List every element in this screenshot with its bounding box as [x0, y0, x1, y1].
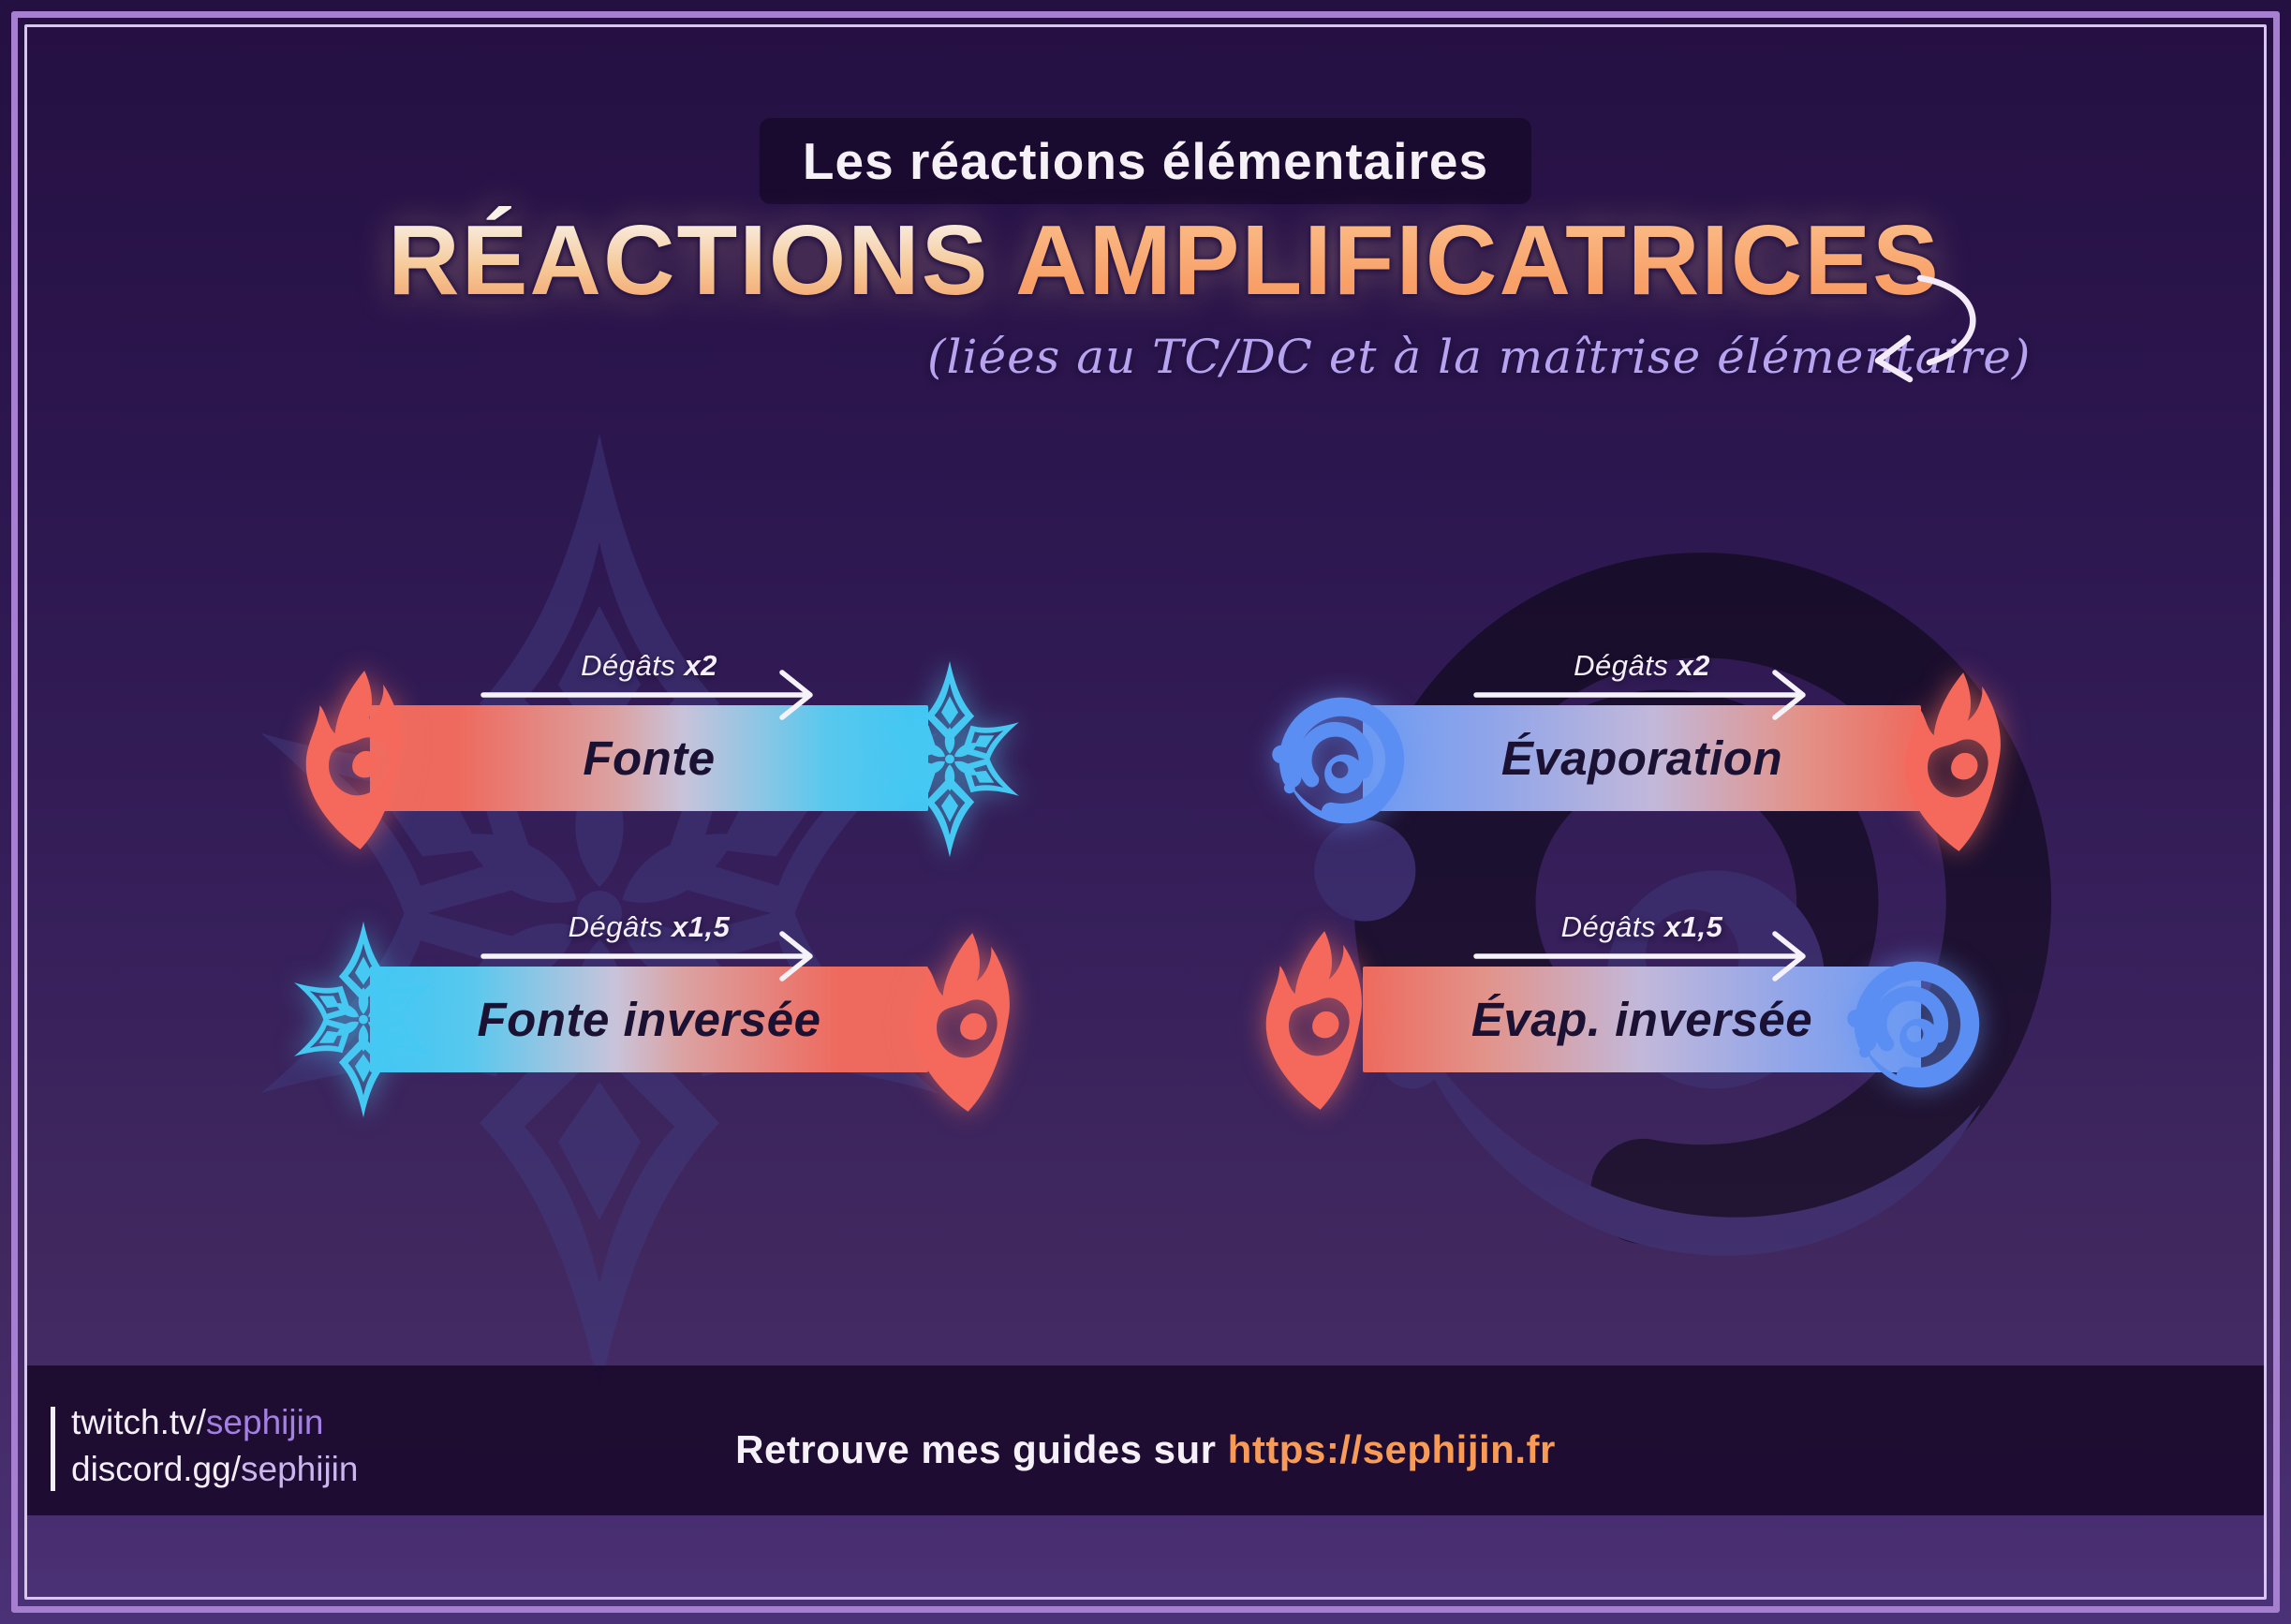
guides-prefix: Retrouve mes guides sur	[735, 1427, 1228, 1471]
damage-label-text: Dégâts	[1574, 649, 1669, 682]
reaction-bar-fonte	[370, 705, 928, 811]
page-subtitle: (liées au TC/DC et à la maîtrise élément…	[927, 330, 2032, 384]
pyro-icon	[913, 933, 1010, 1112]
cryo-icon	[279, 920, 448, 1119]
cryo-icon	[865, 659, 1034, 859]
damage-arrow-icon	[1473, 670, 1806, 720]
damage-label: Dégâts x1,5	[1363, 906, 1921, 949]
twitch-link[interactable]: twitch.tv/sephijin	[71, 1403, 323, 1442]
reaction-bar-fonte-inversee	[370, 967, 928, 1072]
footer-band	[25, 1366, 2266, 1515]
damage-multiplier: x2	[1677, 649, 1710, 682]
hydro-icon	[1836, 946, 1997, 1100]
page-title-word1: RÉACTIONS	[388, 205, 990, 316]
damage-label-text: Dégâts	[568, 910, 663, 943]
swoosh-arrow-icon	[1874, 274, 1976, 383]
pyro-icon	[305, 671, 402, 849]
damage-arrow-icon	[480, 670, 813, 720]
twitch-domain: twitch.tv/	[71, 1403, 206, 1441]
damage-label: Dégâts x2	[1363, 644, 1921, 687]
reaction-name: Fonte inversée	[477, 993, 821, 1046]
footer-divider	[51, 1407, 55, 1491]
damage-arrow-icon	[480, 931, 813, 982]
damage-multiplier: x1,5	[672, 910, 731, 943]
reaction-name: Fonte	[583, 731, 716, 785]
guides-url-link[interactable]: https://sephijin.fr	[1227, 1427, 1556, 1471]
page-title: RÉACTIONS AMPLIFICATRICES	[388, 204, 1941, 317]
reaction-bar-evaporation	[1363, 705, 1921, 811]
pyro-icon	[1265, 931, 1362, 1110]
damage-multiplier: x1,5	[1664, 910, 1723, 943]
page-title-word2: AMPLIFICATRICES	[1014, 205, 1941, 316]
discord-username[interactable]: sephijin	[241, 1450, 359, 1488]
twitch-username[interactable]: sephijin	[205, 1403, 324, 1441]
reaction-name: Évaporation	[1500, 731, 1783, 785]
damage-arrow-icon	[1473, 931, 1806, 982]
damage-label-text: Dégâts	[1560, 910, 1656, 943]
damage-label: Dégâts x1,5	[370, 906, 928, 949]
hydro-icon	[1261, 682, 1422, 835]
damage-multiplier: x2	[684, 649, 717, 682]
discord-domain: discord.gg/	[71, 1450, 241, 1488]
hydro-watermark-icon	[1250, 465, 2150, 1322]
reaction-name: Évap. inversée	[1471, 993, 1813, 1046]
pyro-icon	[1904, 672, 2001, 851]
discord-link[interactable]: discord.gg/sephijin	[71, 1450, 358, 1489]
page-kicker: Les réactions élémentaires	[759, 118, 1532, 204]
damage-label: Dégâts x2	[370, 644, 928, 687]
guides-callout: Retrouve mes guides sur https://sephijin…	[0, 1427, 2291, 1472]
damage-label-text: Dégâts	[581, 649, 676, 682]
reaction-bar-evap-inversee	[1363, 967, 1921, 1072]
